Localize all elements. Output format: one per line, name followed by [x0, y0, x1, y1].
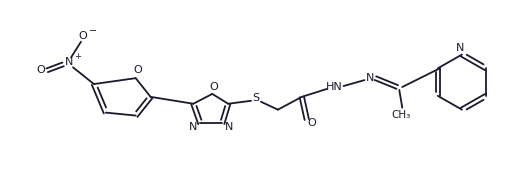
Text: HN: HN [326, 82, 343, 92]
Text: N: N [225, 122, 233, 132]
Text: O: O [79, 31, 87, 41]
Text: −: − [89, 26, 97, 36]
Text: N: N [456, 43, 464, 53]
Text: +: + [74, 52, 81, 61]
Text: O: O [37, 65, 45, 75]
Text: N: N [366, 73, 375, 83]
Text: O: O [133, 65, 142, 75]
Text: O: O [307, 118, 316, 128]
Text: O: O [209, 82, 218, 92]
Text: N: N [65, 57, 73, 67]
Text: CH₃: CH₃ [392, 110, 411, 120]
Text: S: S [252, 93, 260, 103]
Text: N: N [189, 122, 198, 132]
